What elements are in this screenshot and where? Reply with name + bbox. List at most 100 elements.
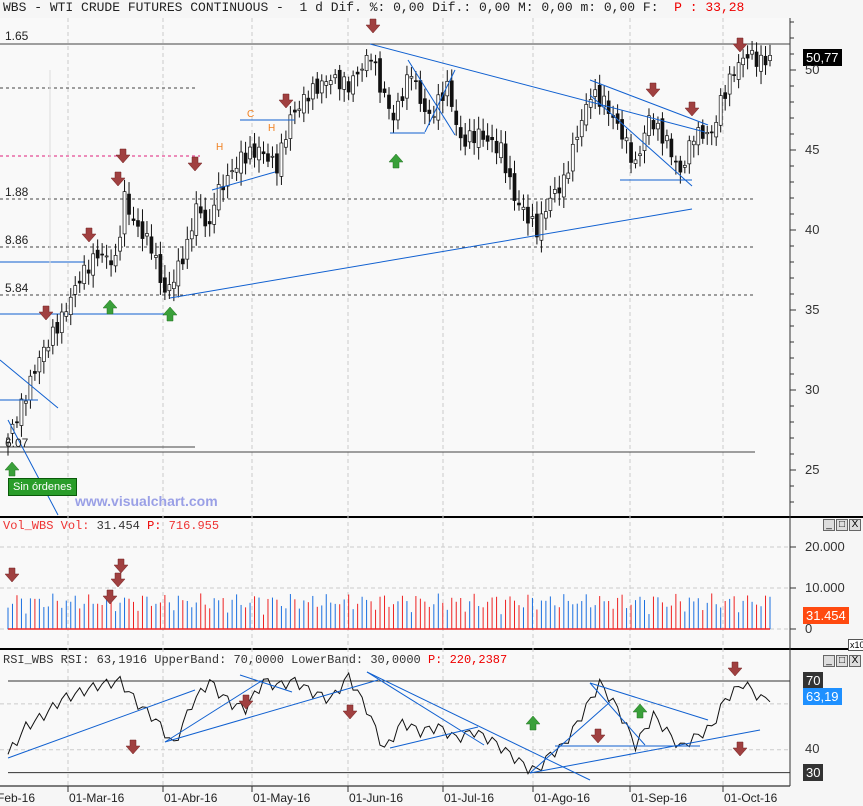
candle — [158, 254, 163, 283]
candle — [669, 138, 674, 158]
candle — [745, 54, 750, 59]
candle — [42, 346, 46, 362]
x-tick-label: Feb-16 — [0, 791, 36, 805]
candle — [674, 160, 678, 163]
trend-line — [369, 43, 706, 133]
candle — [759, 54, 763, 72]
sell-arrow-icon — [684, 101, 700, 117]
candle — [28, 375, 33, 401]
x-tick-label: 01-Jul-16 — [444, 791, 495, 805]
candle — [50, 326, 55, 346]
candle — [55, 322, 60, 334]
candle — [243, 152, 248, 164]
candle — [167, 284, 172, 292]
no-orders-badge[interactable]: Sin órdenes — [8, 478, 77, 496]
candle — [252, 143, 257, 158]
candle — [149, 236, 154, 254]
rsi-window-buttons: _ □ X — [823, 655, 861, 667]
candle — [369, 59, 373, 62]
y-tick-label: 50 — [805, 62, 820, 77]
sell-arrow-icon — [81, 227, 97, 243]
rsi-tick: 40 — [805, 741, 820, 756]
candle — [176, 260, 181, 287]
candle — [95, 249, 100, 259]
candle — [570, 143, 575, 172]
buy-arrow-icon — [4, 461, 20, 477]
minimize-button[interactable]: _ — [823, 519, 835, 531]
candle — [535, 213, 539, 238]
candle — [127, 193, 131, 215]
y-tick-label: 10.000 — [805, 580, 845, 595]
candle — [46, 346, 51, 352]
candle — [154, 255, 158, 258]
candle — [391, 112, 396, 121]
candle — [494, 140, 499, 154]
candle — [270, 155, 275, 158]
candle — [6, 437, 10, 444]
y-tick-label: 35 — [805, 302, 820, 317]
buy-arrow-icon — [525, 715, 541, 731]
candle — [481, 130, 485, 140]
x-tick-label: 01-Mar-16 — [69, 791, 125, 805]
candle — [557, 187, 562, 194]
level-label: 8.86 — [5, 233, 29, 247]
x-tick-label: 01-May-16 — [253, 791, 311, 805]
candle — [651, 120, 656, 130]
candle — [189, 230, 194, 240]
candle — [449, 80, 454, 107]
candle — [763, 55, 768, 66]
close-button[interactable]: X — [849, 655, 861, 667]
trend-line — [211, 171, 276, 191]
sell-arrow-icon — [732, 37, 748, 53]
candle — [33, 371, 37, 374]
trend-line — [389, 726, 479, 749]
y-tick-label: 20.000 — [805, 539, 845, 554]
trend-line — [169, 208, 693, 299]
candle — [266, 153, 270, 162]
candle — [638, 153, 642, 157]
candle — [19, 398, 24, 426]
rsi-lower-tag: 30 — [803, 764, 824, 781]
maximize-button[interactable]: □ — [836, 519, 848, 531]
trend-line — [424, 69, 456, 133]
close-button[interactable]: X — [849, 519, 861, 531]
candle — [508, 168, 512, 178]
y-tick-label: 45 — [805, 142, 820, 157]
level-label: 1.88 — [5, 185, 29, 199]
candle — [351, 75, 355, 95]
sell-arrow-icon — [278, 93, 294, 109]
y-tick-label: 0 — [805, 621, 813, 636]
candle — [163, 277, 167, 293]
candle — [24, 400, 28, 404]
candle — [458, 127, 463, 139]
rsi-title: RSI_WBS RSI: 63,1916 UpperBand: 70,0000 … — [3, 653, 508, 667]
candle — [548, 197, 553, 211]
candle — [405, 74, 409, 99]
x-tick-label: 01-Jun-16 — [349, 791, 404, 805]
candle — [691, 140, 696, 146]
candle — [503, 143, 508, 174]
trend-line — [407, 59, 456, 136]
candle — [131, 218, 136, 221]
trend-line — [0, 359, 59, 409]
sell-arrow-icon — [365, 18, 381, 34]
candle — [530, 216, 535, 219]
candle — [140, 221, 145, 239]
candle — [709, 131, 714, 134]
candle — [526, 206, 530, 224]
candle — [660, 118, 665, 144]
candle — [212, 204, 217, 225]
x-tick-label: 01-Oct-16 — [724, 791, 778, 805]
candle — [741, 57, 745, 66]
candle — [566, 172, 571, 179]
candle — [584, 104, 589, 126]
minimize-button[interactable]: _ — [823, 655, 835, 667]
maximize-button[interactable]: □ — [836, 655, 848, 667]
candle — [109, 260, 113, 266]
candle — [561, 174, 566, 198]
candle — [512, 173, 517, 201]
trend-line — [589, 682, 646, 746]
sell-arrow-icon — [115, 148, 131, 164]
candle — [678, 160, 683, 173]
